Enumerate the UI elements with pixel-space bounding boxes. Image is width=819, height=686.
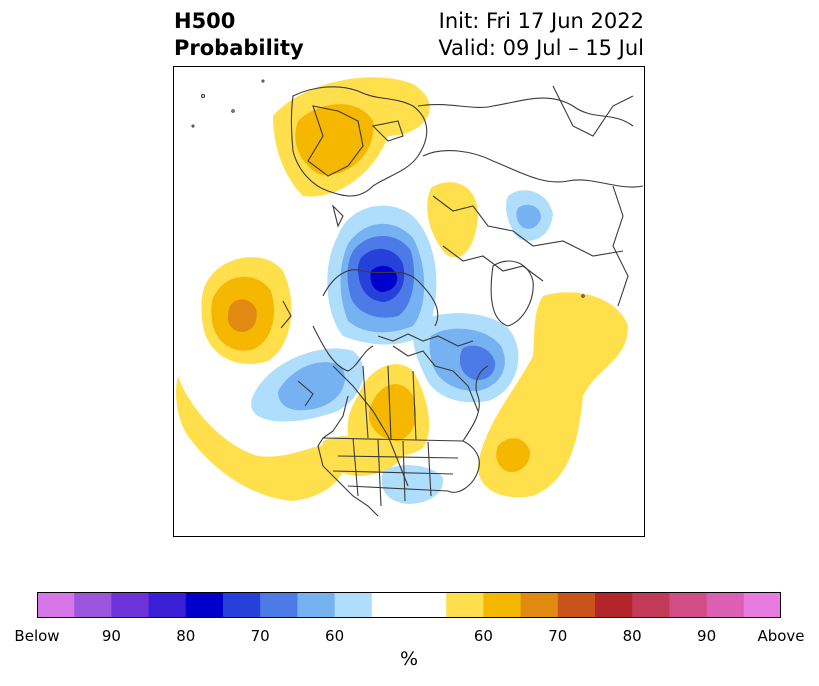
coastlines <box>191 79 644 517</box>
colorbar-swatch <box>595 592 633 618</box>
map-title: H500 Probability <box>174 8 304 62</box>
anomaly-north-pacific-above <box>201 257 292 365</box>
colorbar-swatch <box>706 592 745 618</box>
colorbar-tick-label: 70 <box>250 627 270 645</box>
anomaly-subtropical-pacific-above <box>176 376 346 501</box>
colorbar-swatch <box>74 592 112 618</box>
colorbar-swatches <box>37 592 782 618</box>
colorbar-swatch <box>483 592 522 618</box>
anomaly-nw-russia-below <box>506 190 553 241</box>
colorbar-tick-label: 60 <box>473 627 493 645</box>
colorbar-tick-label: 90 <box>101 627 121 645</box>
colorbar-border <box>37 592 781 618</box>
colorbar-unit-label: % <box>399 648 419 670</box>
colorbar-tick-label: 90 <box>697 627 717 645</box>
colorbar-tick-label: 60 <box>325 627 345 645</box>
colorbar-tick-label: 80 <box>176 627 196 645</box>
colorbar-swatch <box>185 592 224 618</box>
colorbar-swatch <box>260 592 298 618</box>
title-variable: H500 <box>174 9 236 33</box>
colorbar-swatch <box>669 592 708 618</box>
colorbar-swatch <box>371 592 410 618</box>
anomaly-hudson-below <box>412 313 519 403</box>
colorbar-swatch <box>520 592 559 618</box>
colorbar-tick-label: 80 <box>622 627 642 645</box>
colorbar-swatch <box>111 592 150 618</box>
colorbar-swatch <box>223 592 261 618</box>
colorbar-swatch <box>409 592 447 618</box>
colorbar-swatch <box>37 592 75 618</box>
colorbar-swatch <box>557 592 596 618</box>
anomaly-southeast-us-below <box>381 465 444 504</box>
colorbar-swatch <box>334 592 373 618</box>
valid-dates: Valid: 09 Jul – 15 Jul <box>438 36 644 60</box>
map-dates: Init: Fri 17 Jun 2022 Valid: 09 Jul – 15… <box>438 8 644 62</box>
probability-map <box>173 66 645 537</box>
init-date: Init: Fri 17 Jun 2022 <box>438 9 644 33</box>
anomaly-western-us-above <box>322 435 404 476</box>
colorbar-swatch <box>297 592 336 618</box>
colorbar-swatch <box>446 592 484 618</box>
colorbar <box>37 592 782 618</box>
colorbar-tick-label: Above <box>757 627 805 645</box>
colorbar-tick-label: Below <box>14 627 60 645</box>
colorbar-swatch <box>632 592 670 618</box>
colorbar-swatch <box>743 592 782 618</box>
colorbar-tick-label: 70 <box>548 627 568 645</box>
anomaly-gulf-alaska-below <box>251 348 364 422</box>
colorbar-swatch <box>148 592 187 618</box>
anomaly-north-atlantic-above <box>478 292 628 498</box>
title-product: Probability <box>174 36 304 60</box>
anomaly-arctic-below <box>327 205 437 345</box>
